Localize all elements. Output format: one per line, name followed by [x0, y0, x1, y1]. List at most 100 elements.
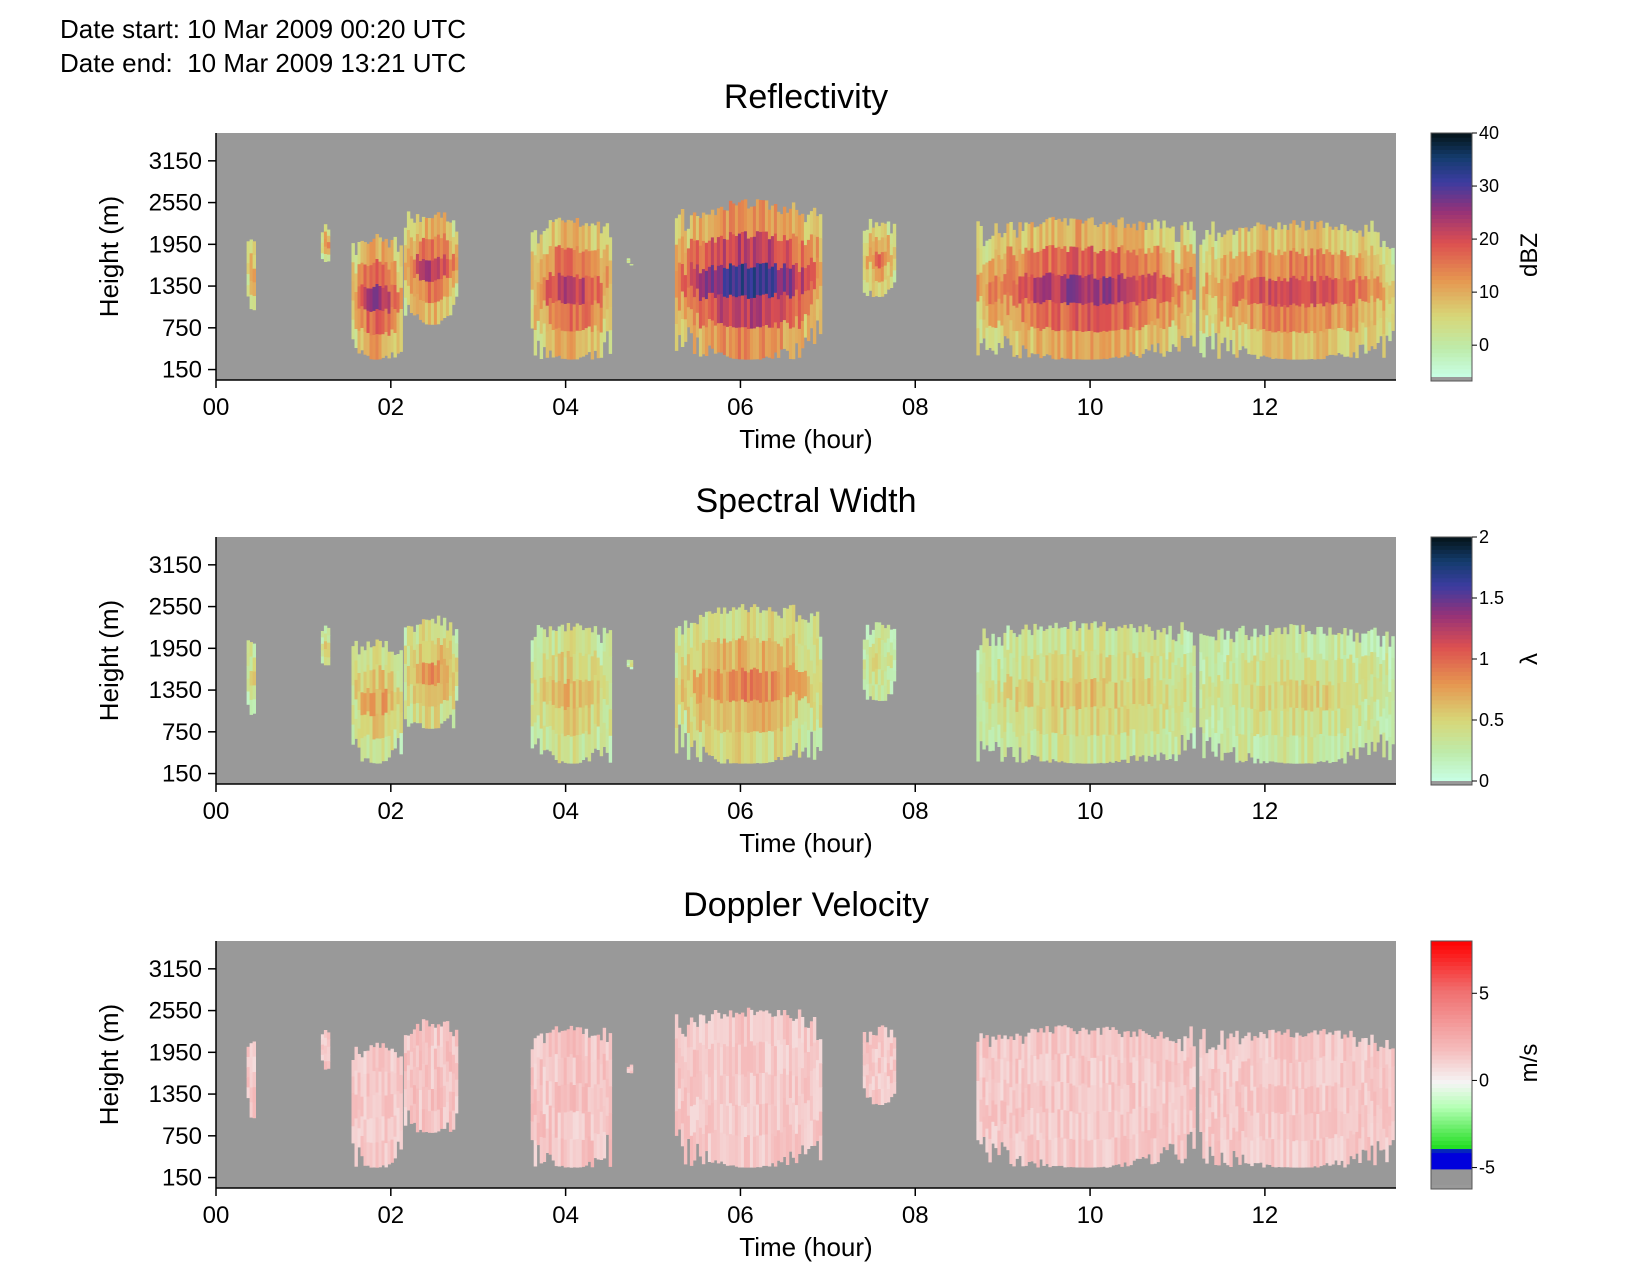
cloud-cell: [357, 728, 361, 748]
cloud-cell: [680, 264, 685, 292]
cloud-cell: [1141, 222, 1145, 249]
cloud-cell: [1162, 1081, 1166, 1104]
cloud-cell: [1301, 735, 1305, 764]
cloud-cell: [366, 1096, 370, 1120]
cloud-cell: [1174, 262, 1178, 285]
cloud-cell: [1241, 625, 1245, 654]
colorbar-cell: [1431, 1083, 1472, 1088]
cloud-cell: [1259, 250, 1263, 278]
colorbar-cell: [1431, 961, 1472, 966]
cloud-cell: [1135, 305, 1139, 331]
cloud-cell: [755, 1042, 760, 1075]
cloud-cell: [1391, 1121, 1395, 1141]
cloud-cell: [1108, 1139, 1112, 1168]
cloud-cell: [1241, 1038, 1245, 1062]
cloud-cell: [415, 234, 420, 255]
cloud-cell: [1105, 709, 1109, 737]
cloud-cell: [722, 1014, 727, 1045]
cloud-cell: [454, 283, 459, 297]
cloud-cell: [415, 1110, 420, 1133]
cloud-cell: [1205, 294, 1209, 316]
cloud-cell: [1289, 223, 1293, 252]
cloud-cell: [1211, 272, 1215, 299]
cloud-cell: [433, 1048, 438, 1070]
cloud-cell: [1247, 231, 1251, 257]
cloud-cell: [701, 325, 706, 355]
cloud-cell: [1006, 625, 1010, 651]
cloud-cell: [803, 1027, 808, 1054]
cloud-cell: [1087, 683, 1091, 711]
cloud-cell: [1117, 1111, 1121, 1139]
cloud-cell: [439, 1087, 444, 1109]
cloud-cell: [1075, 1113, 1079, 1141]
colorbar-tick-label: 10: [1479, 282, 1499, 302]
cloud-cell: [1238, 733, 1242, 761]
cloud-cell: [1292, 1063, 1296, 1090]
cloud-cell: [865, 1086, 870, 1098]
cloud-cell: [1147, 1058, 1151, 1084]
cloud-cell: [403, 700, 408, 720]
cloud-cell: [788, 1071, 793, 1099]
cloud-cell: [384, 1047, 388, 1073]
cloud-cell: [1117, 734, 1121, 762]
cloud-cell: [1066, 252, 1070, 279]
cloud-cell: [985, 702, 989, 724]
cloud-cell: [384, 641, 388, 666]
cloud-cell: [686, 1070, 691, 1094]
cloud-cell: [351, 243, 355, 263]
cloud-cell: [1177, 681, 1181, 707]
cloud-cell: [1328, 1112, 1332, 1140]
cloud-cell: [889, 244, 894, 256]
cloud-cell: [1192, 666, 1196, 687]
cloud-cell: [1009, 653, 1013, 677]
cloud-cell: [1126, 735, 1130, 763]
cloud-cell: [1057, 708, 1061, 736]
cloud-cell: [1322, 1110, 1326, 1138]
cloud-cell: [1105, 224, 1109, 252]
cloud-cell: [889, 255, 894, 267]
cloud-cell: [626, 258, 631, 260]
cloud-cell: [683, 620, 688, 644]
cloud-cell: [1012, 305, 1016, 332]
cloud-cell: [1349, 280, 1353, 307]
cloud-cell: [776, 328, 781, 358]
cloud-cell: [803, 268, 808, 292]
cloud-cell: [1298, 1114, 1302, 1142]
cloud-cell: [448, 677, 453, 697]
cloud-cell: [976, 694, 980, 718]
cloud-cell: [1337, 633, 1341, 659]
cloud-cell: [1205, 635, 1209, 658]
cloud-cell: [1090, 1030, 1094, 1059]
cloud-cell: [1268, 1057, 1272, 1085]
cloud-cell: [1126, 276, 1130, 304]
cloud-cell: [800, 267, 805, 295]
cloud-cell: [605, 287, 610, 310]
cloud-cell: [1132, 1083, 1136, 1110]
cloud-cell: [357, 1091, 361, 1111]
cloud-cell: [1331, 229, 1335, 256]
cloud-cell: [1226, 1139, 1230, 1166]
cloud-cell: [877, 684, 882, 701]
cloud-layer: [530, 217, 613, 360]
cloud-cell: [1033, 623, 1037, 651]
cloud-cell: [758, 1041, 763, 1074]
cloud-cell: [782, 1097, 787, 1128]
cloud-cell: [451, 270, 456, 289]
cloud-cell: [396, 292, 400, 314]
cloud-cell: [695, 240, 700, 265]
cloud-cell: [1331, 329, 1335, 355]
cloud-cell: [1174, 1131, 1178, 1155]
cloud-cell: [1325, 249, 1329, 277]
cloud-cell: [1358, 298, 1362, 323]
cloud-cell: [1099, 331, 1103, 360]
cloud-cell: [1054, 1054, 1058, 1083]
cloud-cell: [985, 305, 989, 329]
cloud-cell: [1165, 1127, 1169, 1151]
cloud-cell: [1265, 735, 1269, 764]
cloud-cell: [1286, 1111, 1290, 1140]
cloud-cell: [581, 1086, 586, 1114]
cloud-cell: [1108, 681, 1112, 709]
colorbar-cell: [1431, 1046, 1472, 1052]
cloud-cell: [740, 295, 745, 328]
cloud-cell: [1093, 1085, 1097, 1113]
